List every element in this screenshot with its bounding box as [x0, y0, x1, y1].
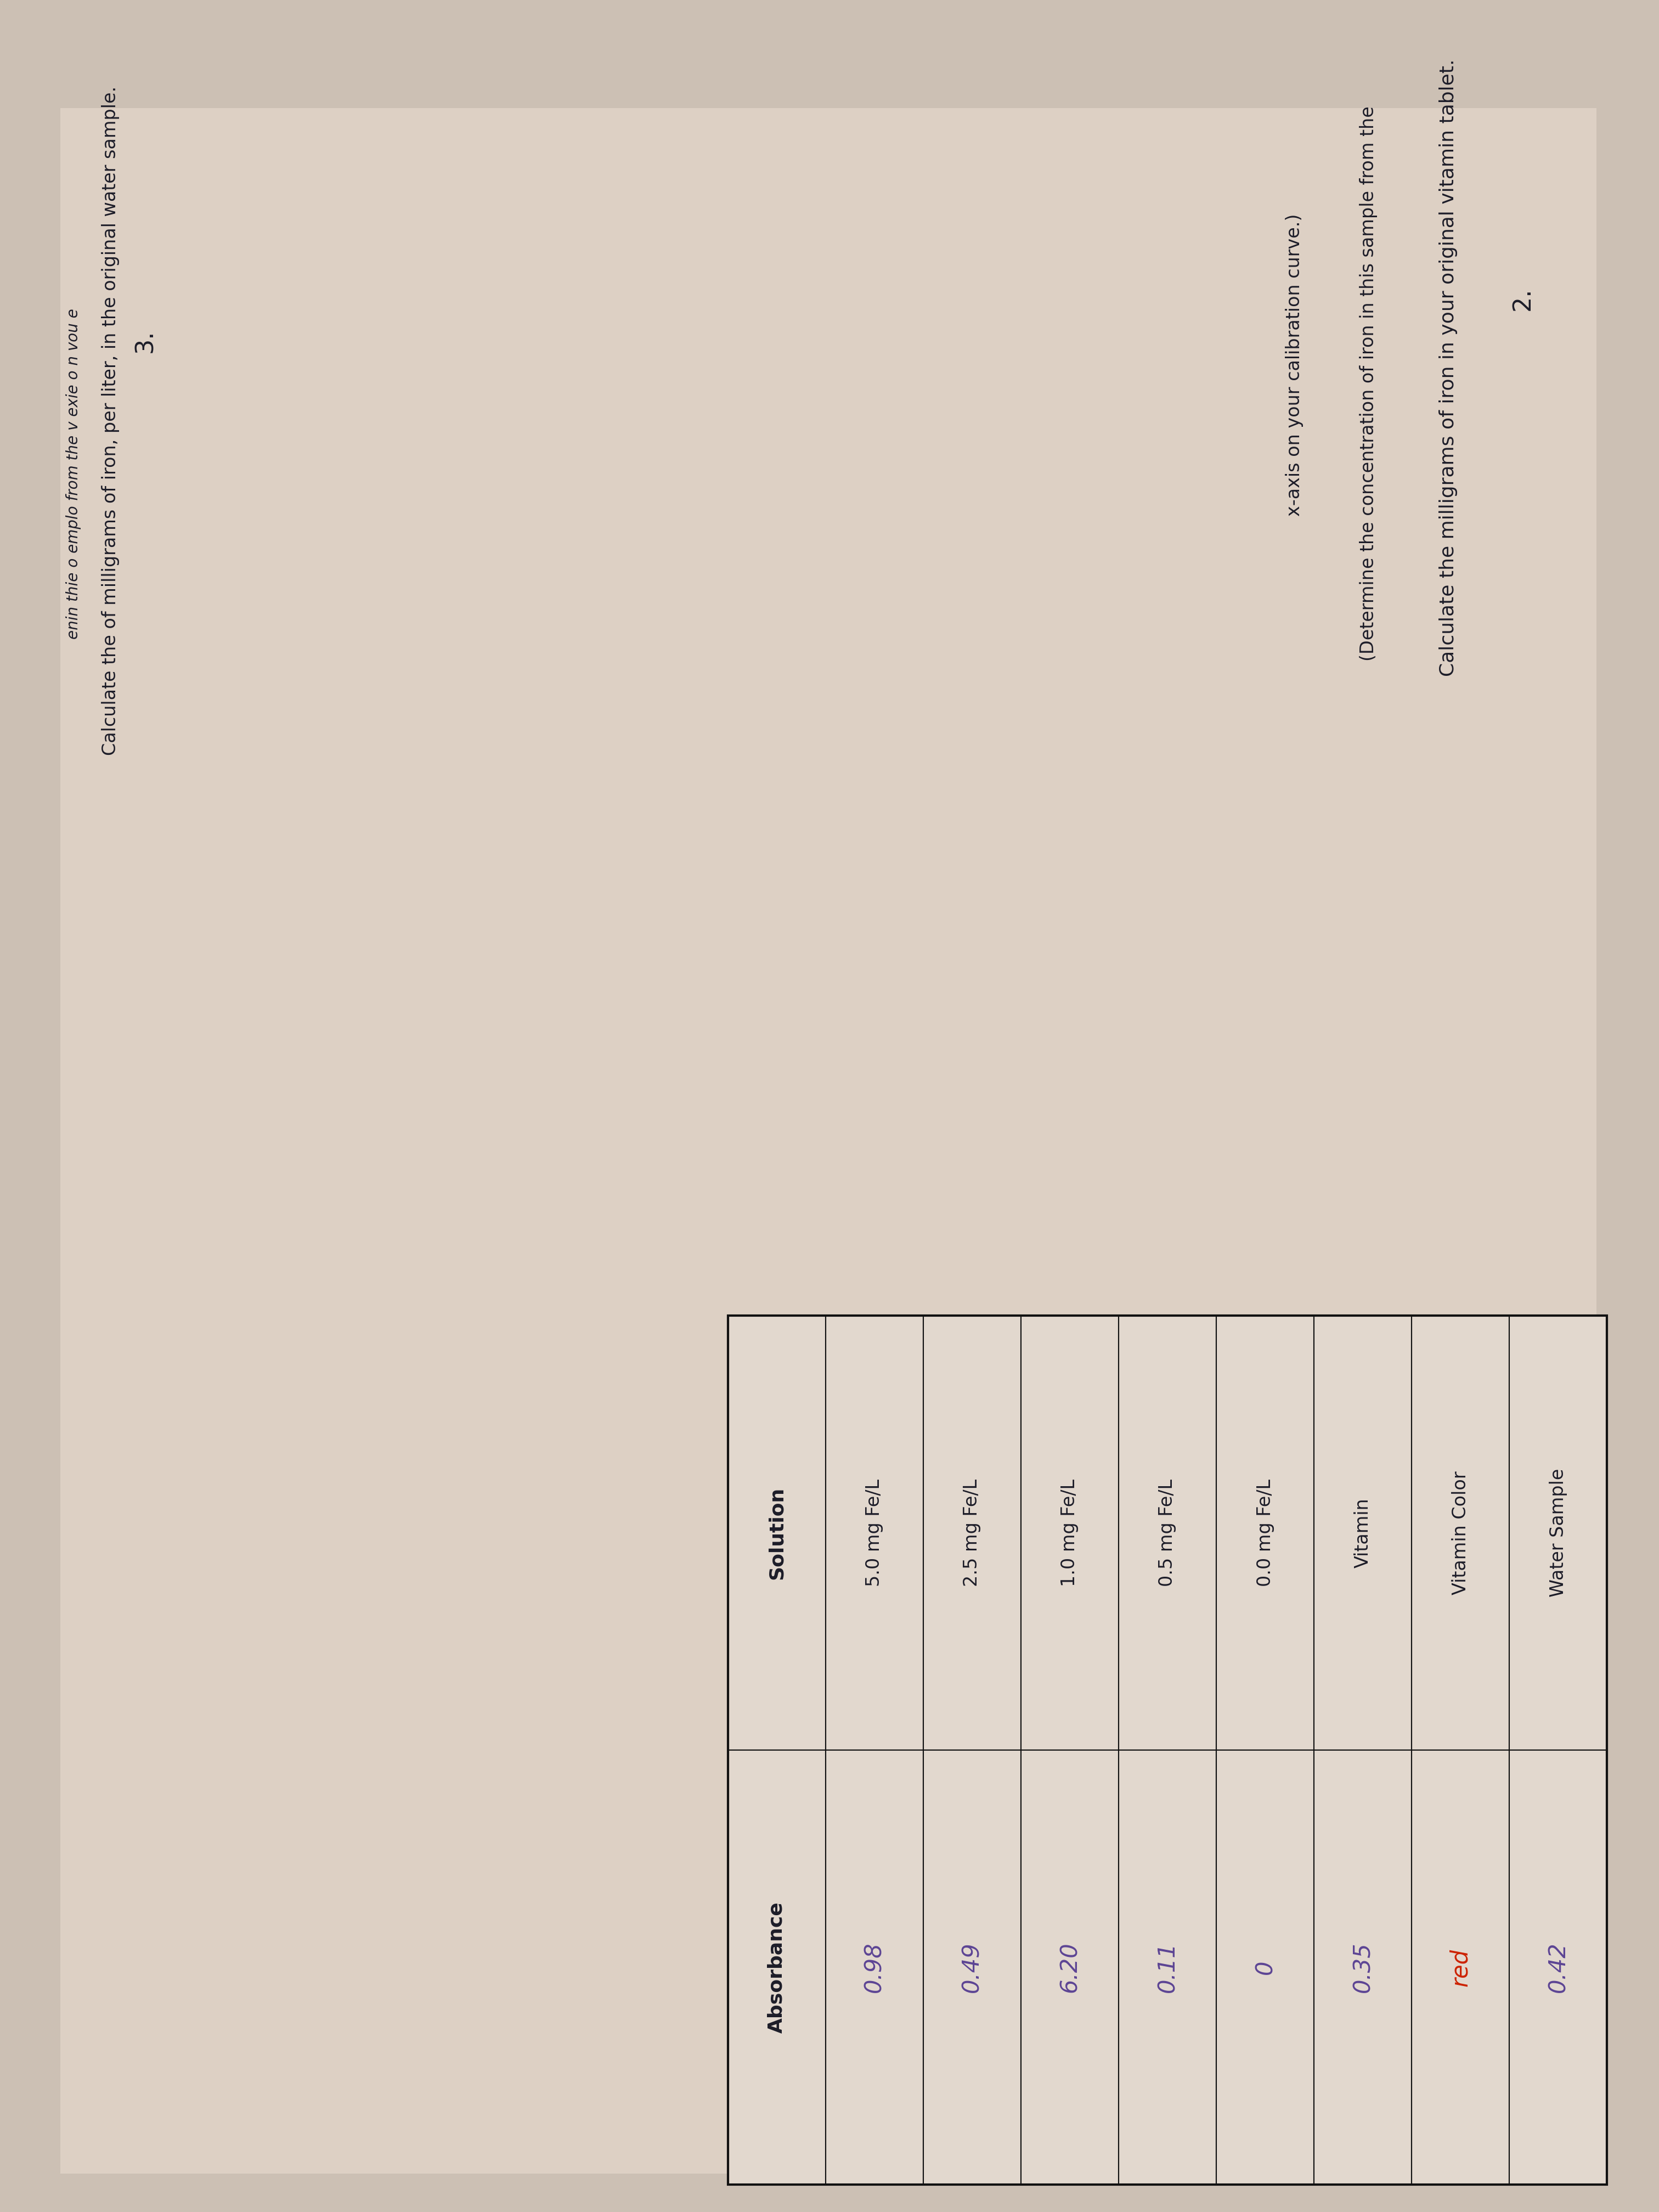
Bar	[1412, 1750, 1510, 2185]
Bar	[1216, 1750, 1314, 2185]
Text: Vitamin Color: Vitamin Color	[1452, 1471, 1470, 1595]
Bar	[728, 1316, 826, 1750]
Bar	[826, 1750, 922, 2185]
Text: Vitamin: Vitamin	[1354, 1498, 1372, 1568]
Text: 0.11: 0.11	[1156, 1942, 1180, 1993]
Text: 5.0 mg Fe/L: 5.0 mg Fe/L	[866, 1480, 883, 1586]
Bar	[1314, 1316, 1412, 1750]
Text: 0.42: 0.42	[1546, 1942, 1569, 1993]
Bar	[1118, 1316, 1216, 1750]
Text: x-axis on your calibration curve.): x-axis on your calibration curve.)	[1286, 215, 1304, 515]
Text: Calculate the milligrams of iron in your original vitamin tablet.: Calculate the milligrams of iron in your…	[1438, 60, 1458, 677]
Bar	[1020, 1316, 1118, 1750]
Text: Water Sample: Water Sample	[1550, 1469, 1568, 1597]
Text: Solution: Solution	[768, 1486, 786, 1579]
Text: red: red	[1448, 1949, 1472, 1986]
Text: 0.0 mg Fe/L: 0.0 mg Fe/L	[1256, 1480, 1274, 1586]
Bar	[728, 1316, 1608, 2185]
Text: Absorbance: Absorbance	[768, 1902, 786, 2033]
Text: enin thie o emplo from the v exie o n vou e: enin thie o emplo from the v exie o n vo…	[66, 307, 81, 639]
Text: 2.: 2.	[1510, 288, 1535, 310]
Bar	[922, 1750, 1020, 2185]
Bar	[1118, 1750, 1216, 2185]
Bar	[728, 1750, 826, 2185]
Text: 0: 0	[1254, 1960, 1277, 1975]
Text: (Determine the concentration of iron in this sample from the: (Determine the concentration of iron in …	[1360, 106, 1377, 661]
Text: Calculate the of milligrams of iron, per liter, in the original water sample.: Calculate the of milligrams of iron, per…	[101, 86, 119, 754]
Text: 3.: 3.	[133, 330, 158, 354]
Text: 0.5 mg Fe/L: 0.5 mg Fe/L	[1158, 1480, 1176, 1586]
Bar	[1216, 1316, 1314, 1750]
Text: 6.20: 6.20	[1058, 1942, 1082, 1993]
Bar	[1510, 1316, 1608, 1750]
Bar	[922, 1316, 1020, 1750]
Bar	[1314, 1750, 1412, 2185]
Text: 1.0 mg Fe/L: 1.0 mg Fe/L	[1060, 1480, 1078, 1586]
Bar	[1510, 1750, 1608, 2185]
Text: 0.49: 0.49	[961, 1942, 984, 1993]
Bar	[1412, 1316, 1510, 1750]
Text: 0.35: 0.35	[1352, 1942, 1374, 1993]
Text: 2.5 mg Fe/L: 2.5 mg Fe/L	[962, 1480, 980, 1586]
Text: 0.98: 0.98	[863, 1942, 886, 1993]
Bar	[826, 1316, 922, 1750]
Bar	[1020, 1750, 1118, 2185]
